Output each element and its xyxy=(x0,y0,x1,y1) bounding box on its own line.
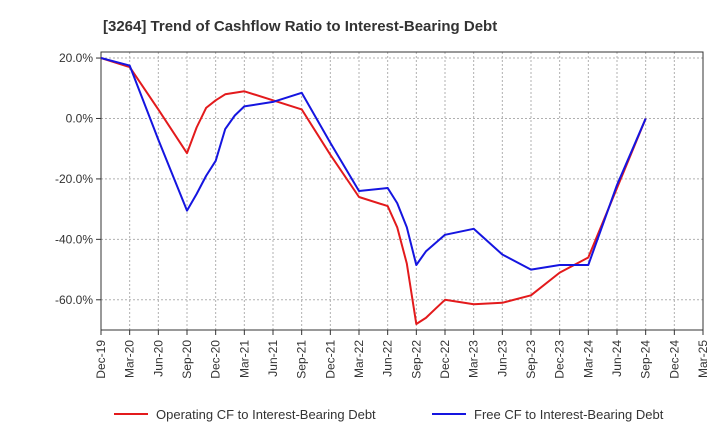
series-line-free-cf xyxy=(100,57,647,271)
series-lines xyxy=(100,57,647,325)
x-tick-label: Sep-23 xyxy=(524,340,538,379)
x-tick-label: Mar-25 xyxy=(696,340,710,378)
x-tick-label: Dec-23 xyxy=(553,340,567,379)
grid xyxy=(100,52,704,330)
y-axis: 20.0% 0.0% -20.0% -40.0% -60.0% xyxy=(55,51,101,307)
x-tick-label: Dec-21 xyxy=(323,340,337,379)
x-tick-label: Jun-24 xyxy=(610,340,624,377)
x-tick-label: Jun-22 xyxy=(381,340,395,377)
y-tick-label: 20.0% xyxy=(59,51,93,65)
chart-title: [3264] Trend of Cashflow Ratio to Intere… xyxy=(103,18,497,35)
x-axis: Dec-19 Mar-20 Jun-20 Sep-20 Dec-20 Mar-21 Jun-… xyxy=(94,330,710,379)
series-line-operating-cf xyxy=(100,57,647,325)
y-tick-label: -60.0% xyxy=(55,293,93,307)
x-tick-label: Sep-24 xyxy=(639,340,653,379)
plot-area xyxy=(100,51,704,331)
x-tick-label: Mar-21 xyxy=(237,340,251,378)
y-tick-label: 0.0% xyxy=(66,111,94,125)
x-tick-label: Sep-21 xyxy=(295,340,309,379)
x-tick-label: Dec-24 xyxy=(667,340,681,379)
x-tick-label: Dec-20 xyxy=(209,340,223,379)
legend-label-free-cf: Free CF to Interest-Bearing Debt xyxy=(474,407,664,422)
x-tick-label: Sep-22 xyxy=(409,340,423,379)
x-tick-label: Dec-22 xyxy=(438,340,452,379)
x-tick-label: Jun-21 xyxy=(266,340,280,377)
legend-label-operating-cf: Operating CF to Interest-Bearing Debt xyxy=(156,407,376,422)
x-tick-label: Mar-20 xyxy=(123,340,137,378)
x-tick-label: Sep-20 xyxy=(180,340,194,379)
x-tick-label: Mar-22 xyxy=(352,340,366,378)
y-tick-label: -40.0% xyxy=(55,232,93,246)
x-tick-label: Jun-20 xyxy=(151,340,165,377)
x-tick-label: Mar-24 xyxy=(581,340,595,378)
x-tick-label: Dec-19 xyxy=(94,340,108,379)
x-tick-label: Jun-23 xyxy=(495,340,509,377)
x-tick-label: Mar-23 xyxy=(467,340,481,378)
y-tick-label: -20.0% xyxy=(55,172,93,186)
legend: Operating CF to Interest-Bearing Debt Fr… xyxy=(114,407,664,422)
